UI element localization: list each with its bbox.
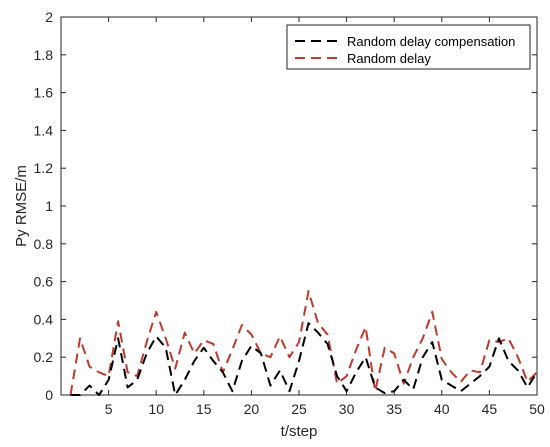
y-tick-label: 1.6	[34, 85, 54, 101]
x-axis-ticks: 5 10 15 20 25 30 35 40 45 50	[105, 17, 545, 417]
x-tick-label: 40	[434, 401, 450, 417]
series-lines	[69, 290, 538, 396]
y-axis-ticks: 0 0.2 0.4 0.6 0.8 1 1.2 1.4 1.6 1.8 2	[34, 9, 537, 403]
legend: Random delay compensation Random delay	[286, 24, 531, 70]
y-tick-label: 0.2	[34, 349, 54, 365]
y-tick-label: 1.8	[34, 47, 54, 63]
y-tick-label: 1.2	[34, 160, 54, 176]
x-tick-label: 25	[291, 401, 307, 417]
y-tick-label: 0.8	[34, 236, 54, 252]
x-tick-label: 45	[482, 401, 498, 417]
y-tick-label: 0.4	[34, 311, 54, 327]
legend-label-random-delay-compensation: Random delay compensation	[347, 34, 515, 49]
x-tick-label: 50	[529, 401, 545, 417]
series-line-random-delay-compensation	[70, 322, 538, 396]
x-tick-label: 5	[105, 401, 113, 417]
legend-label-random-delay: Random delay	[347, 51, 431, 66]
y-axis-label: Py RMSE/m	[13, 165, 30, 247]
x-tick-label: 20	[244, 401, 260, 417]
x-tick-label: 15	[196, 401, 212, 417]
x-axis-label: t/step	[281, 423, 318, 440]
x-tick-label: 30	[339, 401, 355, 417]
y-tick-label: 1	[45, 198, 53, 214]
plot-area	[60, 16, 538, 396]
legend-box	[286, 24, 531, 70]
x-tick-label: 10	[148, 401, 164, 417]
y-tick-label: 1.4	[34, 122, 54, 138]
y-tick-label: 0	[45, 387, 53, 403]
y-tick-label: 0.6	[34, 274, 54, 290]
x-tick-label: 35	[386, 401, 402, 417]
y-tick-label: 2	[45, 9, 53, 25]
